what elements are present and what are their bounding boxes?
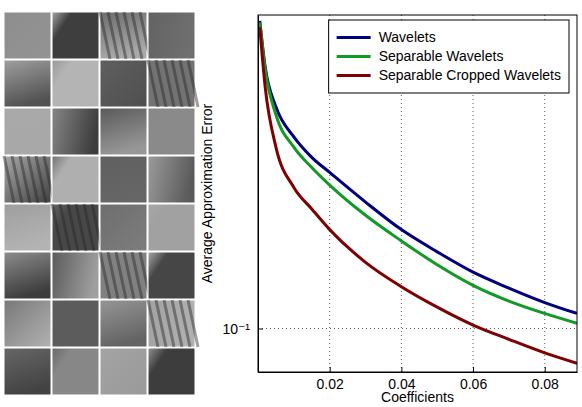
tick-mark	[401, 367, 402, 372]
y-axis: 10⁻¹	[222, 16, 263, 373]
patch-mosaic	[4, 12, 198, 395]
image-patch	[4, 12, 51, 59]
legend-swatch	[337, 36, 371, 39]
legend: Wavelets Separable Wavelets Separable Crop…	[329, 20, 569, 93]
image-patch	[148, 300, 195, 347]
series-group	[260, 21, 577, 363]
image-patch	[148, 204, 195, 251]
plot-background	[258, 15, 577, 372]
legend-label: Wavelets	[379, 29, 436, 45]
legend-swatch	[337, 55, 371, 58]
tick-label: 0.06	[460, 376, 487, 392]
tick-mark	[258, 329, 263, 330]
image-patch	[100, 60, 147, 107]
legend-label: Separable Wavelets	[379, 48, 504, 64]
tick: 10⁻¹	[222, 321, 263, 337]
plot-frame	[258, 15, 577, 372]
tick-label: 10⁻¹	[222, 321, 250, 337]
plot: 0.020.040.060.0810⁻¹	[222, 15, 577, 392]
figure: 0.020.040.060.0810⁻¹CoefficientsAverage …	[0, 0, 582, 407]
tick-mark	[545, 367, 546, 372]
patch-texture	[188, 60, 198, 107]
image-patch	[148, 252, 195, 299]
image-patch	[100, 108, 147, 155]
image-patch	[52, 12, 99, 59]
image-patch	[148, 156, 195, 203]
image-patch	[100, 156, 147, 203]
image-patch	[4, 60, 51, 107]
image-patch	[148, 60, 195, 107]
image-patch	[100, 12, 147, 59]
tick-mark	[473, 367, 474, 372]
x-axis-title: Coefficients	[381, 389, 454, 405]
legend-label: Separable Cropped Wavelets	[379, 67, 561, 83]
image-patch	[100, 300, 147, 347]
tick: 0.08	[532, 367, 559, 392]
image-patch	[100, 252, 147, 299]
image-patch	[52, 252, 99, 299]
legend-swatch	[337, 74, 371, 77]
tick: 0.06	[460, 367, 487, 392]
series-line	[260, 27, 577, 363]
image-patch	[4, 108, 51, 155]
image-patch	[148, 12, 195, 59]
image-patch	[100, 348, 147, 395]
series-line	[260, 22, 577, 323]
image-patch	[52, 60, 99, 107]
legend-box	[329, 20, 569, 93]
patch-texture	[188, 300, 198, 347]
tick-label: 0.08	[532, 376, 559, 392]
image-patch	[52, 300, 99, 347]
image-patch	[4, 348, 51, 395]
image-patch	[148, 348, 195, 395]
image-patch	[52, 348, 99, 395]
image-patch	[4, 300, 51, 347]
image-patch	[4, 252, 51, 299]
image-patch	[4, 156, 51, 203]
image-patch	[52, 204, 99, 251]
grid-line-y	[258, 328, 577, 329]
image-patch	[148, 108, 195, 155]
series-line	[260, 21, 577, 314]
image-patch	[52, 108, 99, 155]
image-patch	[52, 156, 99, 203]
tick: 0.02	[317, 367, 344, 392]
tick-label: 0.02	[317, 376, 344, 392]
y-axis-title: Average Approximation Error	[199, 103, 215, 283]
image-patch	[100, 204, 147, 251]
grid	[258, 15, 577, 372]
tick-mark	[330, 367, 331, 372]
image-patch	[4, 204, 51, 251]
